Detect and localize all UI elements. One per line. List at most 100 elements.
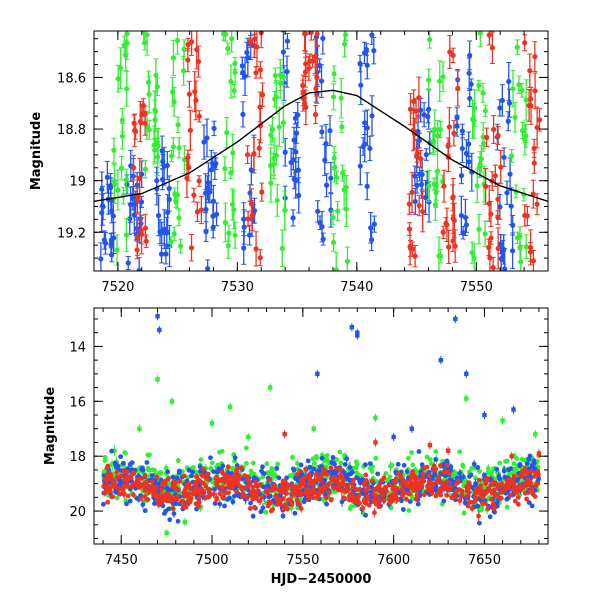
outlier-point [373,415,378,420]
data-point [134,235,140,241]
data-point [487,255,493,261]
data-point [192,490,198,496]
data-point [128,202,134,208]
data-point [400,493,405,498]
data-point [497,204,503,210]
data-point [508,203,514,209]
outlier-point [246,434,251,440]
data-point [193,501,199,507]
data-point [504,504,510,510]
top-panel-model-curve-layer [94,89,548,203]
data-point [361,498,367,503]
data-point [490,265,496,271]
outlier-point [209,421,215,426]
data-point [114,495,120,501]
data-point [347,465,353,470]
data-point [105,499,111,505]
data-point [519,486,524,492]
data-point [524,461,530,466]
data-point [175,122,181,128]
data-point [324,501,330,507]
data-point [342,462,348,467]
data-point [222,490,228,496]
data-point [166,506,172,512]
data-point [367,145,373,152]
outlier-point [482,412,487,418]
data-point [217,501,223,507]
data-point [294,130,300,136]
data-point [149,479,155,485]
data-point [485,465,491,471]
data-point [245,216,251,222]
data-point [214,495,219,501]
data-point [138,231,145,238]
data-point [319,455,325,461]
data-point [532,88,538,94]
data-point [411,98,417,104]
data-point [118,65,124,71]
data-point [177,478,183,484]
data-point [291,466,296,472]
data-point [387,493,393,499]
outlier-point [157,327,162,333]
data-point [495,132,501,139]
data-point [522,469,528,475]
data-point [298,477,304,483]
data-point [310,486,316,492]
data-point [180,68,187,74]
data-point [298,462,304,468]
data-point [534,201,540,207]
data-point [339,124,345,130]
data-point [226,490,231,496]
data-point [247,506,253,511]
data-point [445,479,450,484]
data-point [488,482,494,488]
data-point [322,157,328,163]
data-point [391,479,397,485]
data-point [505,118,511,124]
data-point [463,222,470,228]
data-point [236,477,242,482]
data-point [282,149,288,155]
data-point [268,508,274,514]
data-point [421,492,427,498]
data-point [229,36,235,42]
data-point [413,496,419,502]
data-point [517,463,523,469]
data-point [384,488,389,494]
data-point [259,494,265,500]
data-point [112,181,118,187]
data-point [266,499,272,505]
data-point [501,154,507,160]
data-point [527,68,533,74]
data-point [109,476,115,482]
data-point [417,156,424,162]
data-point [144,479,149,485]
data-point [363,472,369,478]
data-point [406,508,412,513]
data-point [231,88,237,94]
top-x-tick-label: 7540 [340,280,373,295]
data-point [247,481,253,487]
data-point [302,69,309,75]
data-point [526,500,532,505]
data-point [247,38,254,45]
data-point [281,506,286,512]
data-point [495,492,500,498]
data-point [276,475,282,481]
data-point [315,490,321,496]
data-point [485,488,491,494]
data-point [375,471,381,477]
data-point [412,198,418,205]
data-point [174,494,180,500]
data-point [249,494,255,500]
data-point [220,494,225,500]
data-point [109,252,115,258]
data-point [318,474,324,480]
data-point [158,487,164,493]
data-point [257,255,263,261]
data-point [170,506,176,511]
data-point [446,244,452,250]
data-point [438,463,443,468]
data-point [522,490,528,496]
